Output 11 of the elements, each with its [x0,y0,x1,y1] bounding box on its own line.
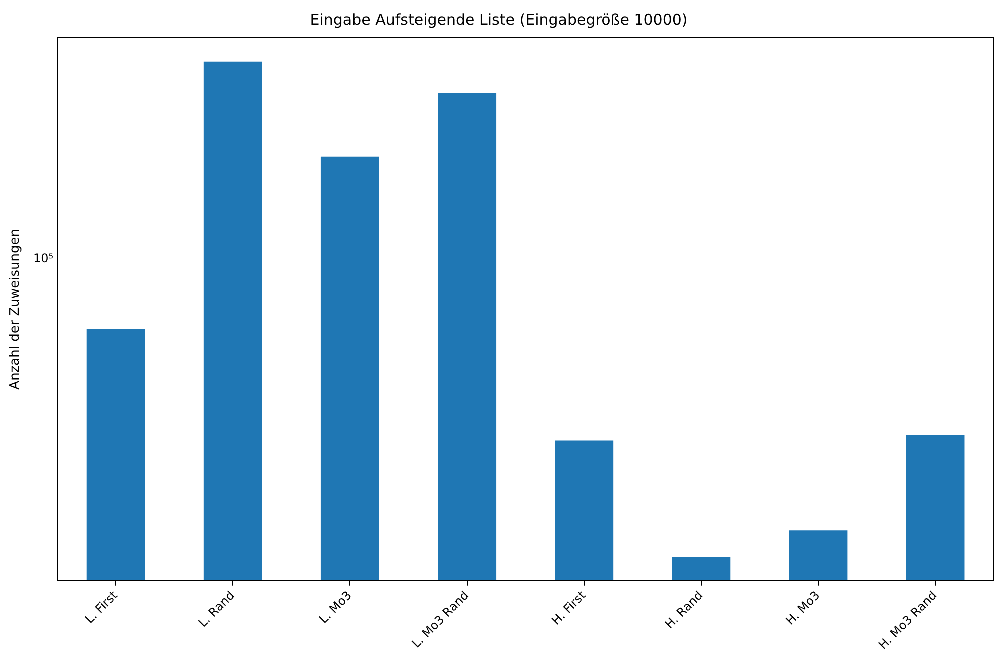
bar [555,440,614,581]
bar [320,156,380,581]
bar [789,530,848,581]
y-axis-title: Anzahl der Zuweisungen [8,229,24,390]
bar [672,557,731,581]
text: 10⁵ [34,252,54,266]
bar [86,329,146,581]
bar [204,62,262,581]
bar [906,435,965,581]
chart-title: Eingabe Aufsteigende Liste (Eingabegröße 10000) [310,10,688,29]
bar [438,93,497,581]
